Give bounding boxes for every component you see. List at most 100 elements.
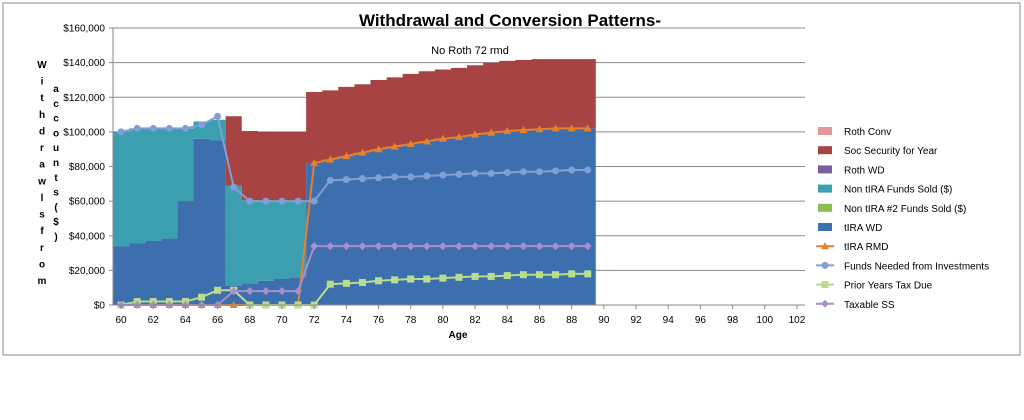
legend-label-prior_tax: Prior Years Tax Due bbox=[844, 281, 933, 292]
legend-marker-tira_rmd bbox=[821, 242, 829, 250]
legend-label-soc_security: Soc Security for Year bbox=[844, 146, 938, 157]
x-tick-label: 88 bbox=[566, 315, 578, 326]
point-funds_needed bbox=[439, 171, 447, 179]
point-funds_needed bbox=[294, 197, 302, 205]
point-taxable_ss bbox=[406, 242, 415, 251]
y-tick-label: $100,000 bbox=[63, 127, 105, 138]
point-prior_tax bbox=[342, 279, 350, 287]
series-funds_needed bbox=[117, 112, 592, 205]
point-funds_needed bbox=[568, 166, 576, 174]
point-tira_rmd bbox=[471, 130, 480, 138]
chart-subtitle: No Roth 72 rmd bbox=[431, 45, 509, 57]
point-taxable_ss bbox=[519, 242, 528, 251]
legend-item-tira_rmd: tIRA RMD bbox=[816, 242, 888, 253]
point-taxable_ss bbox=[229, 287, 238, 296]
point-taxable_ss bbox=[294, 287, 303, 296]
chart-title: Withdrawal and Conversion Patterns- bbox=[359, 11, 661, 30]
x-tick-label: 94 bbox=[663, 315, 675, 326]
point-prior_tax bbox=[535, 271, 543, 279]
point-funds_needed bbox=[584, 166, 592, 174]
x-tick-label: 80 bbox=[437, 315, 449, 326]
point-tira_rmd bbox=[487, 128, 496, 136]
point-taxable_ss bbox=[374, 242, 383, 251]
x-tick-label: 92 bbox=[630, 315, 642, 326]
x-tick-label: 68 bbox=[244, 315, 256, 326]
y-tick-label: $160,000 bbox=[63, 24, 105, 35]
area-soc_security bbox=[113, 59, 596, 202]
point-prior_tax bbox=[568, 270, 576, 278]
point-tira_rmd bbox=[374, 145, 383, 153]
x-tick-label: 84 bbox=[502, 315, 514, 326]
point-prior_tax bbox=[471, 272, 479, 280]
area-non_tira bbox=[113, 119, 596, 286]
x-tick-label: 82 bbox=[470, 315, 482, 326]
point-funds_needed bbox=[310, 197, 318, 205]
y-tick-label: $80,000 bbox=[69, 162, 106, 173]
y-label-left-letter: l bbox=[41, 193, 44, 204]
point-tira_rmd bbox=[422, 137, 431, 145]
y-tick-label: $140,000 bbox=[63, 58, 105, 69]
point-taxable_ss bbox=[261, 287, 270, 296]
point-tira_rmd bbox=[567, 124, 576, 132]
legend-item-taxable_ss: Taxable SS bbox=[816, 299, 895, 311]
point-taxable_ss bbox=[535, 242, 544, 251]
x-axis-label: Age bbox=[449, 330, 468, 341]
point-prior_tax bbox=[391, 276, 399, 284]
point-funds_needed bbox=[471, 169, 479, 177]
legend-swatch-non_tira bbox=[818, 184, 832, 193]
point-prior_tax bbox=[198, 293, 206, 301]
point-funds_needed bbox=[503, 169, 511, 177]
point-taxable_ss bbox=[471, 242, 480, 251]
y-label-left-letter: t bbox=[40, 93, 44, 104]
point-taxable_ss bbox=[326, 242, 335, 251]
y-label-left-letter: m bbox=[38, 276, 47, 287]
point-funds_needed bbox=[198, 121, 206, 129]
point-funds_needed bbox=[230, 183, 238, 191]
y-label-right-letter: u bbox=[53, 143, 59, 154]
point-taxable_ss bbox=[583, 242, 592, 251]
legend-label-funds_needed: Funds Needed from Investments bbox=[844, 261, 989, 272]
point-funds_needed bbox=[375, 174, 383, 182]
point-prior_tax bbox=[439, 274, 447, 282]
axes: $0 $20,000 $40,000 $60,000 $80,000 $100,000 $1… bbox=[63, 24, 805, 327]
point-funds_needed bbox=[165, 124, 173, 132]
point-funds_needed bbox=[262, 197, 270, 205]
point-prior_tax bbox=[519, 271, 527, 279]
x-tick-label: 102 bbox=[789, 315, 806, 326]
y-label-right-letter: o bbox=[53, 128, 59, 139]
point-taxable_ss bbox=[503, 242, 512, 251]
x-tick-label: 72 bbox=[309, 315, 321, 326]
point-prior_tax bbox=[375, 277, 383, 285]
y-label-left-letter: W bbox=[37, 60, 47, 71]
point-tira_rmd bbox=[551, 124, 560, 132]
y-label-left-letter: s bbox=[39, 210, 45, 221]
y-label-left-letter: r bbox=[40, 243, 44, 254]
point-tira_rmd bbox=[326, 155, 335, 163]
legend-item-soc_security: Soc Security for Year bbox=[818, 146, 938, 157]
point-prior_tax bbox=[487, 272, 495, 280]
y-label-left-letter: a bbox=[39, 160, 45, 171]
point-funds_needed bbox=[455, 170, 463, 178]
y-label-left-letter: h bbox=[39, 110, 45, 121]
point-prior_tax bbox=[584, 270, 592, 278]
y-tick-label: $20,000 bbox=[69, 266, 106, 277]
x-tick-label: 86 bbox=[534, 315, 546, 326]
point-funds_needed bbox=[487, 169, 495, 177]
x-tick-label: 78 bbox=[405, 315, 417, 326]
point-funds_needed bbox=[552, 167, 560, 175]
legend-swatch-soc_security bbox=[818, 146, 832, 155]
legend: Roth Conv Soc Security for Year Roth WD Non… bbox=[816, 127, 989, 311]
point-prior_tax bbox=[552, 271, 560, 279]
y-tick-label: $40,000 bbox=[69, 231, 106, 242]
y-label-right-letter: ( bbox=[54, 202, 58, 213]
y-tick-label: $0 bbox=[94, 301, 106, 312]
point-prior_tax bbox=[503, 272, 511, 280]
point-funds_needed bbox=[181, 124, 189, 132]
legend-item-roth_conv: Roth Conv bbox=[818, 127, 891, 138]
y-label-right-letter: a bbox=[53, 84, 59, 95]
y-label-right-letter: c bbox=[53, 114, 59, 125]
